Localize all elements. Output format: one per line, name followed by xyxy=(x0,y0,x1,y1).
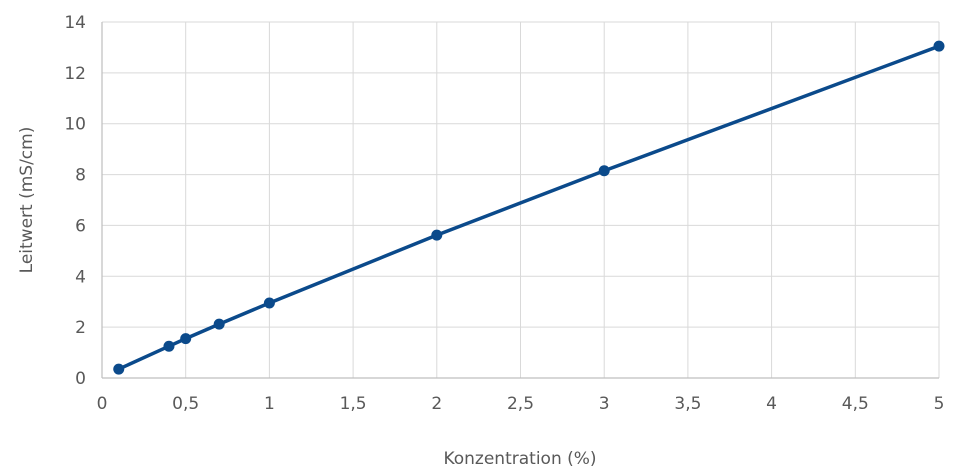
x-axis-title: Konzentration (%) xyxy=(443,449,596,469)
y-tick-label: 2 xyxy=(75,318,86,338)
x-tick-label: 4,5 xyxy=(842,394,869,414)
x-tick-label: 0 xyxy=(97,394,108,414)
data-point xyxy=(113,363,125,375)
x-tick-label: 2,5 xyxy=(507,394,534,414)
y-tick-labels: 0 2 4 6 8 10 12 14 xyxy=(64,13,86,389)
x-tick-label: 4 xyxy=(766,394,777,414)
x-tick-label: 1,5 xyxy=(340,394,367,414)
y-tick-label: 12 xyxy=(64,64,86,84)
x-tick-label: 3 xyxy=(599,394,610,414)
data-point xyxy=(598,165,610,177)
series-line xyxy=(116,44,941,371)
y-tick-label: 8 xyxy=(75,166,86,186)
x-tick-label: 3,5 xyxy=(674,394,701,414)
data-point xyxy=(933,40,945,52)
x-tick-label: 0,5 xyxy=(172,394,199,414)
data-point xyxy=(180,333,192,345)
data-point xyxy=(213,318,225,330)
series xyxy=(113,40,945,375)
y-tick-label: 4 xyxy=(75,267,86,287)
y-tick-label: 0 xyxy=(75,369,86,389)
data-point xyxy=(431,229,443,241)
x-tick-labels: 0 0,5 1 1,5 2 2,5 3 3,5 4 4,5 5 xyxy=(97,394,945,414)
x-tick-label: 5 xyxy=(934,394,945,414)
grid xyxy=(102,21,940,378)
x-tick-label: 2 xyxy=(431,394,442,414)
axes xyxy=(101,22,939,379)
data-point xyxy=(263,297,275,309)
y-axis-title: Leitwert (mS/cm) xyxy=(17,127,37,274)
data-point xyxy=(163,340,175,352)
y-tick-label: 6 xyxy=(75,216,86,236)
y-tick-label: 14 xyxy=(64,13,86,33)
x-tick-label: 1 xyxy=(264,394,275,414)
y-tick-label: 10 xyxy=(64,115,86,135)
